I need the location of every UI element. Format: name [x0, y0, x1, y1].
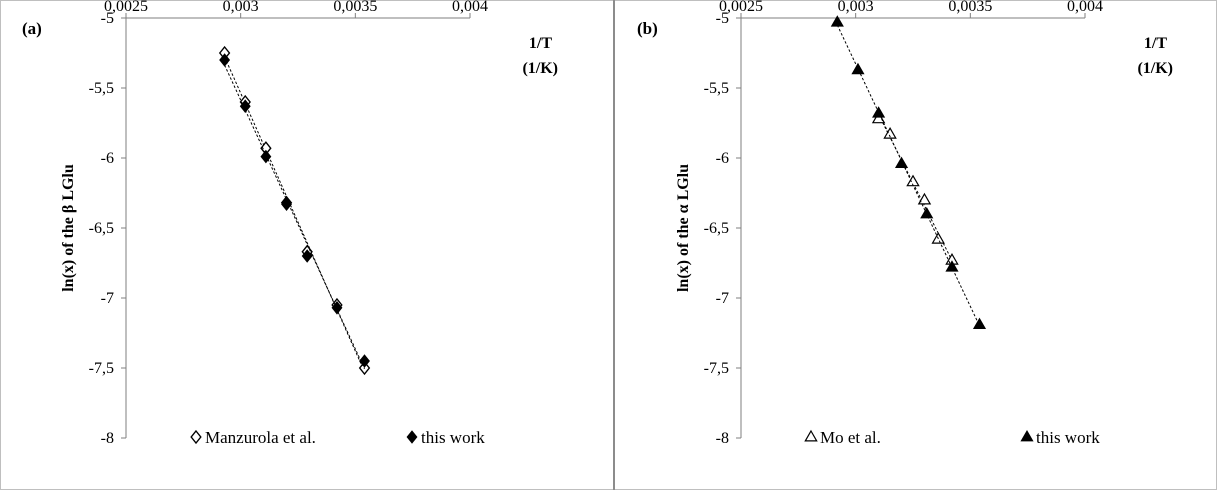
data-point	[917, 192, 932, 205]
legend-label: this work	[421, 428, 485, 447]
x-tick-label: 0,003	[223, 0, 259, 15]
series-1	[871, 111, 959, 265]
y-tick-label: -5	[101, 10, 114, 27]
data-point	[872, 106, 886, 118]
y-tick-label: -6,5	[89, 220, 114, 237]
data-point	[851, 62, 865, 75]
x-tick-label: 0,003	[838, 0, 874, 15]
data-point	[219, 53, 231, 67]
legend-label: this work	[1036, 428, 1100, 447]
data-point	[359, 354, 370, 368]
series-1	[218, 45, 371, 376]
data-point	[281, 197, 292, 212]
chart-panel-b: 0,0025 0,003 0,0035 0,004 -5 -5,5 -6 -6,5 -7 -7,5…	[637, 0, 1173, 447]
data-point	[830, 15, 844, 27]
x-tick-label: 0,0035	[948, 0, 992, 15]
x-tick-label: 0,004	[1067, 0, 1103, 15]
y-tick-label: -6	[716, 150, 729, 167]
data-point	[260, 149, 272, 164]
x-axis-title-line1: 1/T	[529, 35, 552, 52]
legend-label: Manzurola et al.	[205, 428, 316, 447]
y-axis-title: ln(x) of the β LGlu	[60, 164, 77, 292]
trendline	[224, 64, 365, 370]
y-tick-label: -6	[101, 150, 114, 167]
x-tick-label: 0,0035	[333, 0, 377, 15]
legend-label: Mo et al.	[820, 428, 881, 447]
y-tick-label: -7	[716, 290, 729, 307]
legend-entry-2: this work	[406, 428, 485, 447]
y-axis-title: ln(x) of the α LGlu	[675, 164, 692, 292]
data-point	[871, 111, 886, 124]
data-point	[301, 249, 313, 263]
y-tick-label: -5,5	[704, 80, 729, 97]
legend-marker	[190, 429, 202, 445]
panel-label: (b)	[637, 19, 658, 38]
legend-entry-1: Mo et al.	[804, 428, 881, 447]
y-tick-label: -8	[101, 430, 114, 447]
x-tick-label: 0,004	[452, 0, 488, 15]
trendline	[836, 24, 980, 326]
y-tick-label: -6,5	[704, 220, 729, 237]
legend-entry-1: Manzurola et al.	[190, 428, 316, 447]
x-axis-title-line1: 1/T	[1144, 35, 1167, 52]
y-tick-label: -7	[101, 290, 114, 307]
data-point	[972, 317, 987, 329]
y-tick-label: -8	[716, 430, 729, 447]
legend-entry-2: this work	[1020, 428, 1100, 447]
data-point	[920, 206, 934, 219]
panel-label: (a)	[22, 19, 42, 38]
x-tick-label: 0,0025	[719, 0, 763, 15]
legend-marker	[804, 429, 818, 442]
y-tick-label: -5	[716, 10, 729, 27]
chart-panel-a: 0,0025 0,003 0,0035 0,004 -5 -5,5 -6 -6,5 -7 -7,5…	[22, 0, 558, 447]
data-point	[331, 300, 343, 315]
data-point	[945, 260, 959, 272]
x-axis-title-line2: (1/K)	[522, 60, 558, 77]
series-2	[830, 15, 987, 329]
x-tick-label: 0,0025	[104, 0, 148, 15]
y-tick-label: -7,5	[704, 360, 729, 377]
legend-marker	[1020, 429, 1034, 442]
legend-marker	[406, 430, 418, 444]
y-tick-label: -7,5	[89, 360, 114, 377]
data-point	[883, 126, 897, 139]
x-axis-title-line2: (1/K)	[1137, 60, 1173, 77]
trendline	[224, 56, 365, 372]
data-point	[894, 156, 909, 168]
series-2	[219, 53, 370, 370]
y-tick-label: -5,5	[89, 80, 114, 97]
data-point	[239, 99, 251, 114]
